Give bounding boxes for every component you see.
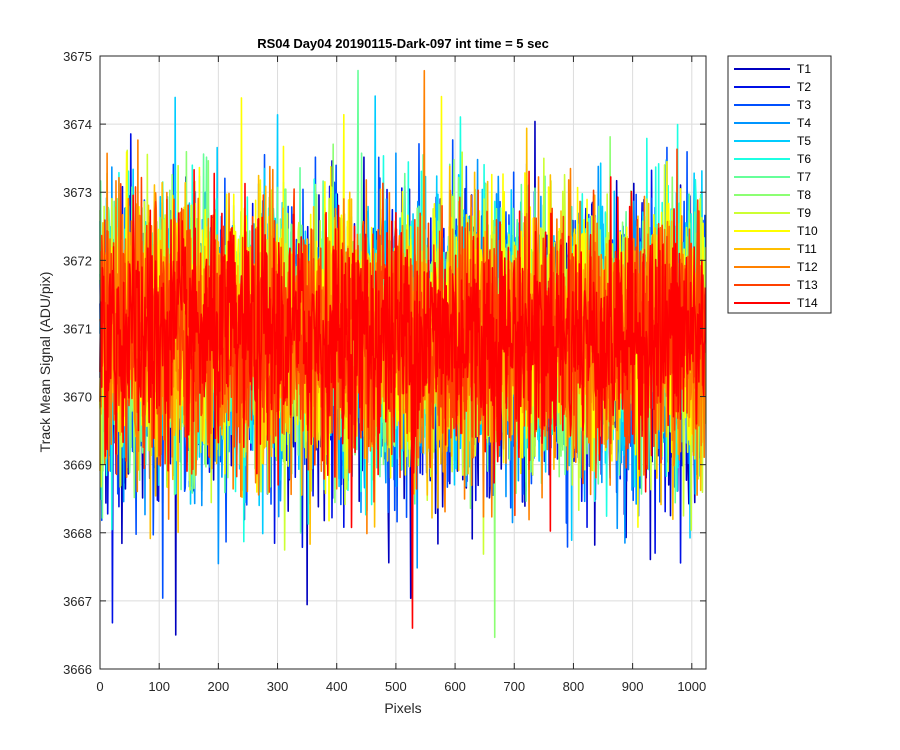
legend-box bbox=[727, 55, 832, 314]
y-tick-label: 3667 bbox=[63, 594, 92, 609]
legend-label-t10: T10 bbox=[797, 224, 818, 238]
x-tick-label: 800 bbox=[563, 679, 585, 694]
legend-label-t11: T11 bbox=[797, 242, 817, 256]
legend-label-t1: T1 bbox=[797, 62, 811, 76]
y-tick-label: 3669 bbox=[63, 458, 92, 473]
legend-label-t3: T3 bbox=[797, 98, 811, 112]
series-line-t14 bbox=[99, 169, 707, 629]
x-tick-label: 100 bbox=[148, 679, 170, 694]
y-tick-label: 3668 bbox=[63, 526, 92, 541]
x-axis-label: Pixels bbox=[384, 700, 421, 716]
legend-label-t9: T9 bbox=[797, 206, 811, 220]
plot-area: 0 100 200 300 400 500 600 700 800 900 1000 3666 3667… bbox=[63, 49, 707, 694]
x-tick-label: 1000 bbox=[677, 679, 706, 694]
y-tick-label: 3670 bbox=[63, 390, 92, 405]
x-tick-label: 300 bbox=[267, 679, 289, 694]
legend-label-t2: T2 bbox=[797, 80, 811, 94]
x-tick-label: 900 bbox=[622, 679, 644, 694]
x-tick-label: 0 bbox=[96, 679, 103, 694]
legend-label-t13: T13 bbox=[797, 278, 818, 292]
legend-label-t12: T12 bbox=[797, 260, 818, 274]
y-tick-label: 3674 bbox=[63, 117, 92, 132]
legend: T1 T2 T3 T4 T5 T6 T7 T8 T9 T10 T11 T12 T13 T14 bbox=[727, 55, 832, 314]
y-tick-label: 3671 bbox=[63, 321, 92, 336]
axes-box bbox=[99, 55, 707, 670]
y-tick-label: 3675 bbox=[63, 49, 92, 64]
chart-title: RS04 Day04 20190115-Dark-097 int time = … bbox=[257, 36, 549, 51]
y-tick-label: 3673 bbox=[63, 185, 92, 200]
ticks: 0 100 200 300 400 500 600 700 800 900 1000 3666 3667… bbox=[63, 49, 706, 694]
x-tick-label: 600 bbox=[444, 679, 466, 694]
y-tick-label: 3672 bbox=[63, 253, 92, 268]
x-tick-label: 400 bbox=[326, 679, 348, 694]
legend-label-t14: T14 bbox=[797, 296, 818, 310]
legend-label-t8: T8 bbox=[797, 188, 811, 202]
series-group bbox=[99, 69, 707, 639]
legend-label-t4: T4 bbox=[797, 116, 811, 130]
x-tick-label: 700 bbox=[503, 679, 525, 694]
legend-label-t7: T7 bbox=[797, 170, 811, 184]
legend-label-t5: T5 bbox=[797, 134, 811, 148]
x-tick-label: 200 bbox=[208, 679, 230, 694]
y-axis-label: Track Mean Signal (ADU/pix) bbox=[37, 272, 53, 453]
y-tick-label: 3666 bbox=[63, 662, 92, 677]
x-tick-label: 500 bbox=[385, 679, 407, 694]
legend-label-t6: T6 bbox=[797, 152, 811, 166]
